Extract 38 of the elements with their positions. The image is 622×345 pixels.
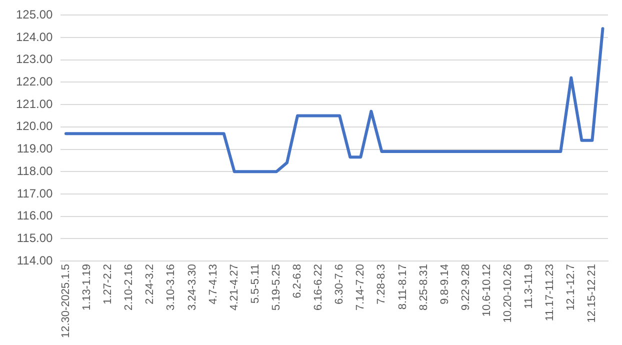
y-tick-label: 122.00 <box>16 74 54 89</box>
x-tick-label: 5.5-5.11 <box>249 264 262 304</box>
x-tick-label: 10.6-10.12 <box>480 264 493 317</box>
x-tick-label: 8.11-8.17 <box>396 264 409 310</box>
y-tick-label: 124.00 <box>16 30 54 44</box>
x-tick-label: 6.30-7.6 <box>334 264 346 304</box>
x-tick-label: 3.10-3.16 <box>165 264 178 310</box>
x-tick-label: 11.17-11.23 <box>544 264 556 322</box>
x-tick-label: 5.19-5.25 <box>270 264 282 310</box>
y-tick-label: 117.00 <box>16 186 54 200</box>
y-tick-label: 118.00 <box>16 164 54 178</box>
x-tick-label: 12.1-12.7 <box>565 264 578 310</box>
x-tick-label: 4.21-4.27 <box>228 264 240 310</box>
y-tick-label: 121.00 <box>16 96 54 111</box>
x-tick-label: 7.28-8.3 <box>376 264 388 304</box>
x-tick-label: 8.25-8.31 <box>418 264 430 310</box>
x-tick-label: 2.10-2.16 <box>123 264 136 310</box>
y-tick-label: 115.00 <box>16 230 54 245</box>
x-tick-label: 2.24-3.2 <box>144 264 156 304</box>
x-tick-label: 1.13-1.19 <box>81 264 94 310</box>
x-tick-label: 6.16-6.22 <box>312 264 325 310</box>
x-tick-label: 6.2-6.8 <box>292 264 304 298</box>
x-tick-label: 9.8-9.14 <box>438 264 451 304</box>
x-tick-label: 12.30-2025.1.5 <box>60 264 72 338</box>
x-tick-label: 9.22-9.28 <box>460 264 472 310</box>
y-tick-label: 125.00 <box>16 8 54 22</box>
y-tick-label: 114.00 <box>16 253 54 268</box>
x-tick-label: 10.20-10.26 <box>502 264 514 323</box>
x-tick-label: 12.15-12.21 <box>586 264 598 323</box>
x-tick-label: 1.27-2.2 <box>102 264 114 304</box>
y-tick-label: 119.00 <box>16 142 54 156</box>
y-tick-label: 123.00 <box>16 52 54 66</box>
y-tick-label: 116.00 <box>16 208 54 223</box>
x-tick-label: 7.14-7.20 <box>354 264 367 310</box>
x-tick-label: 4.7-4.13 <box>207 264 220 304</box>
x-tick-label: 3.24-3.30 <box>186 264 198 310</box>
y-tick-label: 120.00 <box>16 119 54 134</box>
x-tick-label: 11.3-11.9 <box>523 264 536 309</box>
